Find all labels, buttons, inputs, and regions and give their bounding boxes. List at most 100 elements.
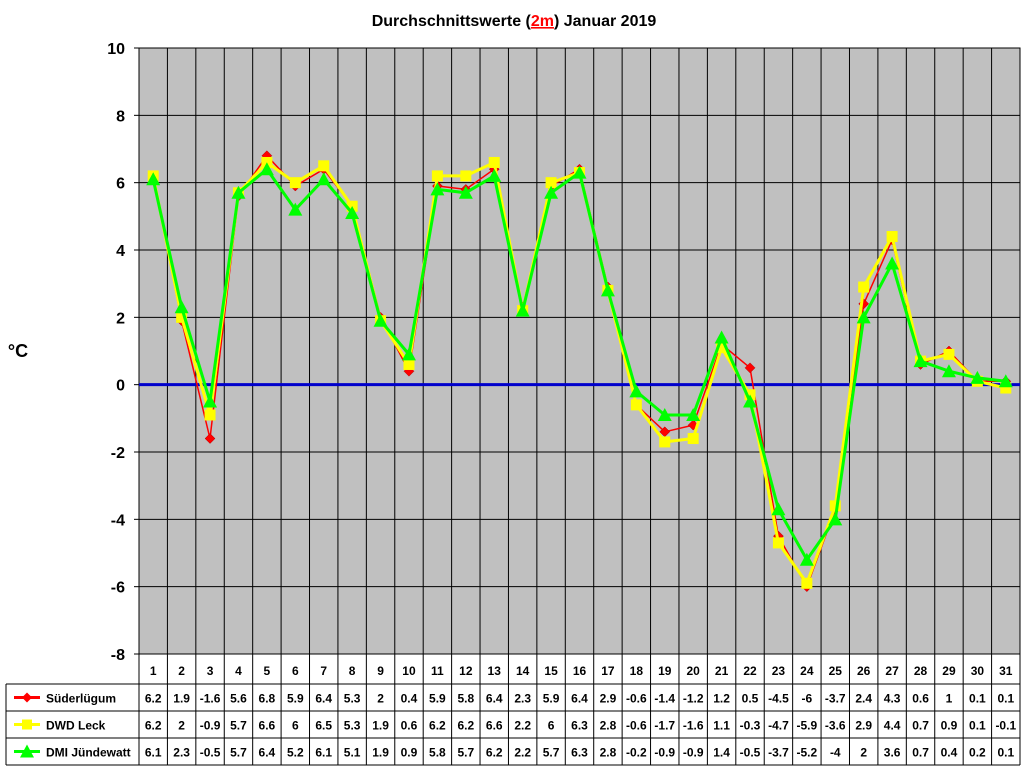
table-cell: -4 — [830, 746, 841, 760]
table-cell: 6.8 — [259, 692, 276, 706]
data-point — [345, 205, 360, 219]
x-tick-label: 28 — [914, 664, 928, 678]
table-cell: 0.5 — [742, 692, 759, 706]
table-cell: 2.9 — [855, 719, 872, 733]
table-cell: 0.4 — [941, 746, 958, 760]
table-cell: -0.3 — [740, 719, 761, 733]
table-cell: 5.9 — [429, 692, 446, 706]
x-tick-label: 8 — [349, 664, 356, 678]
table-cell: -0.6 — [626, 692, 647, 706]
table-cell: 5.9 — [287, 692, 304, 706]
data-point — [318, 160, 330, 172]
table-cell: 0.1 — [969, 692, 986, 706]
table-cell: -0.9 — [654, 746, 675, 760]
x-tick-label: 5 — [264, 664, 271, 678]
x-tick-label: 9 — [377, 664, 384, 678]
data-point — [204, 409, 216, 421]
table-cell: 0.4 — [401, 692, 418, 706]
data-point — [430, 182, 445, 196]
data-point — [572, 165, 587, 179]
x-tick-label: 22 — [743, 664, 757, 678]
table-cell: -4.7 — [768, 719, 789, 733]
table-cell: 2.2 — [514, 719, 531, 733]
table-cell: 2.3 — [173, 746, 190, 760]
data-point — [772, 537, 784, 549]
data-point — [515, 303, 530, 317]
data-point — [403, 358, 415, 370]
data-point — [373, 313, 388, 327]
table-cell: 6.2 — [145, 719, 162, 733]
data-point — [288, 202, 303, 216]
table-cell: 2.8 — [600, 719, 617, 733]
table-cell: -3.7 — [768, 746, 789, 760]
table-cell: 0.1 — [997, 746, 1014, 760]
data-point — [488, 156, 500, 168]
table-cell: -0.9 — [683, 746, 704, 760]
table-cell: -1.6 — [683, 719, 704, 733]
data-point — [460, 170, 472, 182]
table-cell: 5.7 — [230, 719, 247, 733]
x-tick-label: 26 — [857, 664, 871, 678]
data-point — [744, 362, 756, 374]
table-cell: 2.4 — [855, 692, 872, 706]
table-cell: 5.7 — [457, 746, 474, 760]
table-cell: -0.2 — [626, 746, 647, 760]
table-cell: 0.1 — [997, 692, 1014, 706]
y-tick-label: 8 — [116, 108, 125, 125]
table-cell: 5.2 — [287, 746, 304, 760]
x-tick-label: 16 — [573, 664, 587, 678]
chart-title: Durchschnittswerte (2m) Januar 2019 — [372, 13, 657, 30]
table-cell: 6.1 — [315, 746, 332, 760]
table-cell: 6.4 — [259, 746, 276, 760]
data-point — [886, 231, 898, 243]
data-point — [458, 185, 473, 199]
table-cell: 1.9 — [372, 719, 389, 733]
table-cell: 2.9 — [600, 692, 617, 706]
y-tick-label: -6 — [111, 580, 125, 597]
x-tick-label: 3 — [207, 664, 214, 678]
data-point — [829, 500, 841, 512]
table-cell: 0.7 — [912, 746, 929, 760]
data-point — [600, 283, 615, 297]
x-tick-label: 11 — [431, 664, 444, 678]
table-cell: -0.5 — [740, 746, 761, 760]
y-tick-label: 4 — [116, 243, 125, 260]
x-tick-label: 29 — [942, 664, 956, 678]
table-cell: -5.2 — [797, 746, 818, 760]
data-point — [659, 436, 671, 448]
x-tick-label: 21 — [715, 664, 729, 678]
table-cell: 0.9 — [941, 719, 958, 733]
table-cell: 1.1 — [713, 719, 730, 733]
data-point — [716, 342, 728, 354]
data-point — [401, 347, 416, 361]
table-cell: -0.5 — [200, 746, 221, 760]
table-cell: 4.3 — [884, 692, 901, 706]
x-tick-label: 27 — [885, 664, 899, 678]
table-cell: -0.1 — [995, 719, 1016, 733]
table-cell: 0.2 — [969, 746, 986, 760]
x-tick-label: 25 — [829, 664, 843, 678]
table-cell: 2.2 — [514, 746, 531, 760]
table-cell: -1.6 — [200, 692, 221, 706]
y-tick-label: -4 — [111, 512, 125, 529]
chart-title-end: ) Januar 2019 — [554, 13, 656, 30]
y-tick-label: 2 — [116, 310, 125, 327]
data-point — [801, 577, 813, 589]
table-cell: -6 — [802, 692, 813, 706]
x-tick-label: 14 — [516, 664, 530, 678]
table-cell: 1.9 — [173, 692, 190, 706]
data-point — [545, 177, 557, 189]
data-point — [146, 172, 161, 186]
data-point — [431, 170, 443, 182]
table-cell: 5.3 — [344, 719, 361, 733]
x-tick-label: 10 — [402, 664, 416, 678]
plot-area — [138, 47, 1021, 655]
x-tick-label: 7 — [320, 664, 327, 678]
table-cell: 2 — [178, 719, 185, 733]
data-point — [487, 168, 502, 182]
series-3 — [146, 162, 1013, 566]
table-cell: -3.7 — [825, 692, 846, 706]
chart-title-height-link[interactable]: 2m — [531, 13, 554, 30]
y-tick-label: 6 — [116, 176, 125, 193]
table-cell: 1.4 — [713, 746, 730, 760]
